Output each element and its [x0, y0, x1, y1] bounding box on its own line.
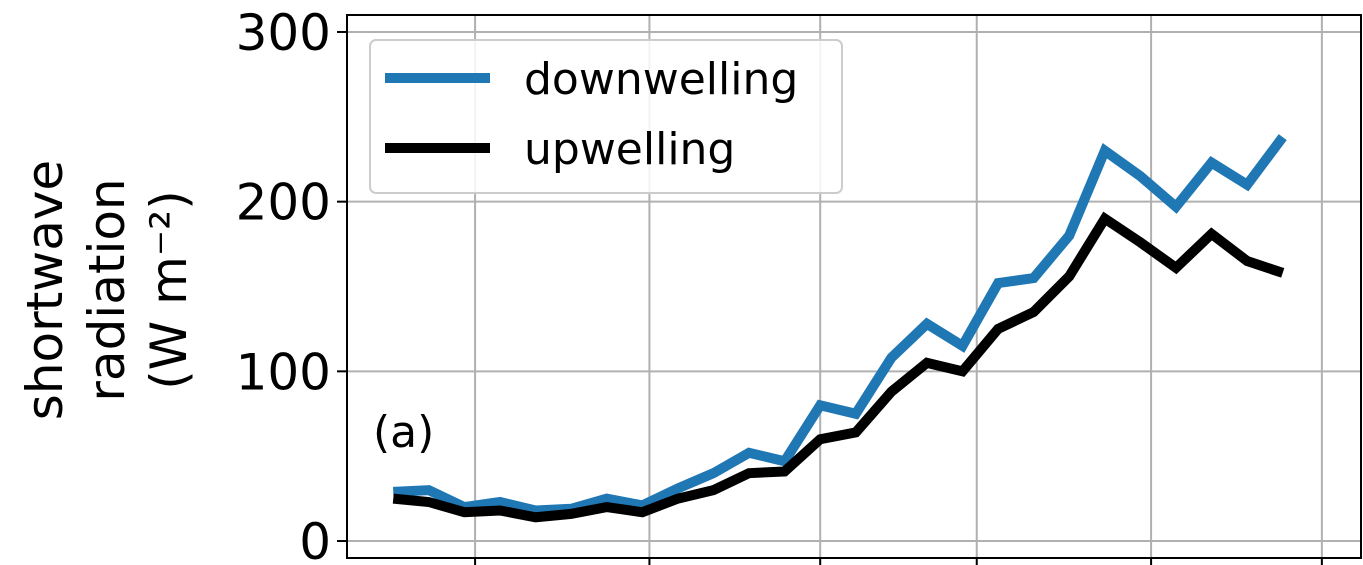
axis-ticks: 0 100 200 300 [236, 4, 1323, 565]
y-tick-label: 300 [236, 4, 331, 62]
panel-label: (a) [373, 407, 434, 458]
legend: downwelling upwelling [369, 39, 843, 194]
y-axis-label-line: radiation [78, 178, 136, 401]
series-upwelling [392, 211, 1285, 523]
y-tick-label: 200 [236, 174, 331, 232]
y-axis-label: shortwave radiation (W m⁻²) [16, 160, 198, 420]
y-tick-label: 100 [236, 343, 331, 401]
y-axis-label-line: (W m⁻²) [140, 190, 198, 390]
y-axis-label-line: shortwave [16, 160, 74, 420]
legend-label-downwelling: downwelling [524, 54, 798, 105]
y-tick-label: 0 [299, 513, 331, 565]
plot-frame [346, 14, 1362, 559]
series-layer [392, 134, 1287, 523]
series-downwelling [393, 134, 1287, 516]
legend-label-upwelling: upwelling [524, 124, 735, 175]
